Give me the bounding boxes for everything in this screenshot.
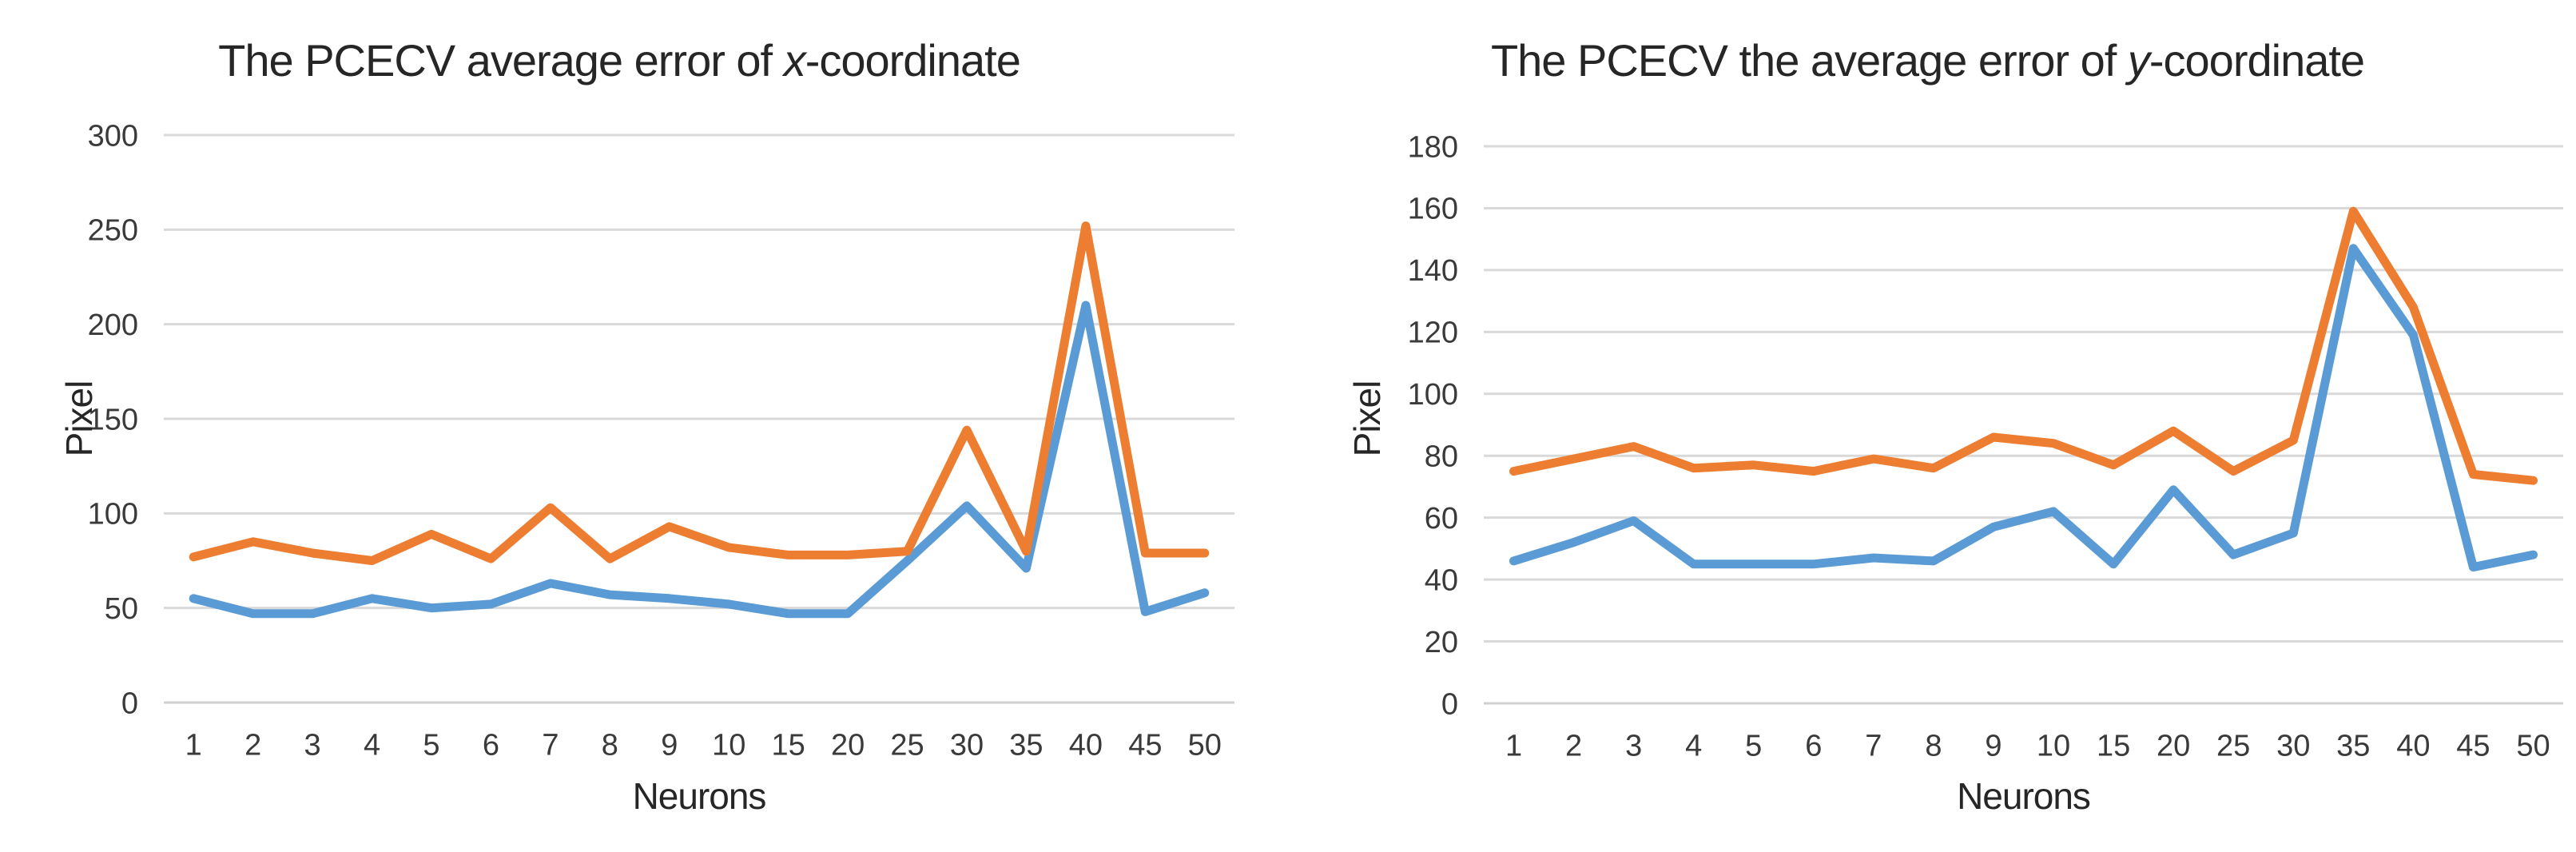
x-tick-label: 7 [542,728,559,762]
x-tick-label: 50 [2516,729,2550,762]
x-tick-label: 6 [1805,729,1822,762]
x-tick-label: 9 [661,728,678,762]
x-tick-label: 35 [2336,729,2370,762]
x-tick-label: 50 [1188,728,1222,762]
x-tick-label: 1 [185,728,202,762]
line-series-2-orange [189,221,1210,565]
x-tick-label: 3 [1625,729,1642,762]
y-tick-label: 160 [1408,193,1458,226]
x-tick-label: 9 [1985,729,2002,762]
line-series-2-orange [1509,206,2538,485]
y-tick-label: 0 [121,687,138,720]
x-tick-label: 25 [890,728,924,762]
chart-title-suffix: -coordinate [805,35,1021,86]
y-tick-label: 20 [1425,626,1458,659]
x-tick-label: 30 [2276,729,2310,762]
y-tick-label: 140 [1408,254,1458,288]
x-tick-label: 15 [2097,729,2130,762]
x-tick-label: 45 [2456,729,2490,762]
y-tick-label: 250 [88,214,138,248]
y-tick-label: 80 [1425,440,1458,474]
x-tick-label: 6 [483,728,499,762]
x-tick-label: 2 [244,728,261,762]
x-tick-label: 3 [304,728,321,762]
x-tick-label: 15 [772,728,805,762]
x-tick-label: 20 [831,728,865,762]
line-series-1-blue [1509,244,2538,572]
x-tick-label: 10 [2037,729,2070,762]
x-tick-label: 40 [1069,728,1103,762]
x-axis-title: Neurons [632,775,767,817]
x-tick-label: 20 [2157,729,2190,762]
y-tick-label: 120 [1408,317,1458,350]
x-tick-label: 5 [1745,729,1762,762]
chart-title-y-error: The PCECV the average error of y-coordin… [1388,32,2467,90]
x-tick-label: 7 [1865,729,1882,762]
x-tick-label: 8 [602,728,618,762]
x-tick-label: 10 [712,728,745,762]
y-tick-label: 200 [88,309,138,342]
y-axis-title: Pixel [1346,380,1388,457]
x-tick-label: 45 [1128,728,1162,762]
chart-title-suffix: -coordinate [2149,35,2365,86]
chart-title-x-error: The PCECV average error of x-coordinate [84,32,1155,90]
y-tick-label: 150 [88,403,138,436]
y-axis-title: Pixel [58,380,100,457]
y-tick-label: 40 [1425,563,1458,597]
line-series-1-blue [189,301,1210,619]
x-tick-label: 4 [1685,729,1702,762]
x-tick-label: 25 [2216,729,2250,762]
chart-panel-x-error: The PCECV average error of x-coordinate … [58,32,1234,817]
chart-panel-y-error: The PCECV the average error of y-coordin… [1288,0,2576,852]
x-tick-label: 1 [1505,729,1522,762]
y-tick-label: 100 [1408,378,1458,412]
y-tick-label: 100 [88,498,138,532]
x-tick-label: 35 [1009,728,1043,762]
chart-title-prefix: The PCECV the average error of [1490,35,2128,86]
x-tick-label: 30 [950,728,984,762]
y-tick-label: 50 [105,592,138,626]
y-tick-label: 0 [1441,687,1458,721]
x-axis-title: Neurons [1957,775,2091,817]
x-tick-label: 8 [1925,729,1942,762]
y-tick-label: 180 [1408,130,1458,164]
y-tick-label: 60 [1425,502,1458,535]
chart-title-italic-var: x [783,35,806,86]
chart-title-italic-var: y [2127,35,2150,86]
x-tick-label: 40 [2396,729,2430,762]
y-tick-label: 300 [88,119,138,153]
x-tick-label: 2 [1565,729,1582,762]
x-tick-label: 4 [364,728,380,762]
x-tick-label: 5 [423,728,439,762]
chart-title-prefix: The PCECV average error of [218,35,784,86]
